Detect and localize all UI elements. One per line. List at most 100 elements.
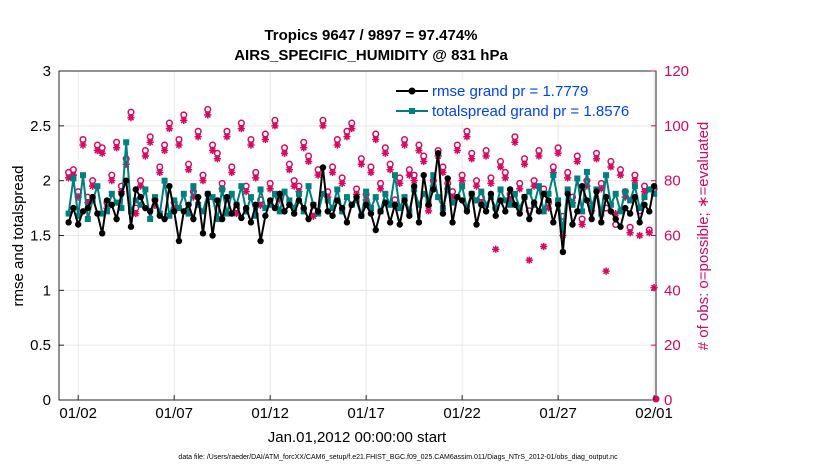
rmse-point (641, 201, 648, 208)
obs-evaluated-point (357, 160, 365, 168)
rmse-point (233, 201, 240, 208)
rmse-point (185, 201, 192, 208)
spread-point (142, 186, 149, 193)
spread-point (449, 199, 456, 206)
obs-evaluated-point (405, 171, 413, 179)
obs-evaluated-point (424, 207, 433, 215)
rmse-point (439, 210, 447, 217)
rmse-point (622, 204, 629, 212)
rmse-point (430, 186, 437, 193)
rmse-point (199, 230, 207, 237)
rmse-point (89, 193, 96, 201)
spread-point (526, 188, 533, 195)
spread-point (339, 208, 346, 215)
obs-evaluated-point (309, 212, 317, 220)
spread-point (607, 201, 614, 208)
obs-evaluated-point (141, 152, 149, 160)
obs-evaluated-point (367, 168, 375, 177)
spread-point (622, 188, 629, 195)
spread-point (579, 208, 586, 215)
spread-point (319, 190, 326, 197)
rmse-point (204, 190, 211, 198)
rmse-point (521, 193, 528, 201)
spread-point (641, 194, 648, 201)
axis-ticks: 0 0.5 1 1.5 2 2.5 3 0 20 40 60 80 100 120 01/02 01/07 01… (30, 63, 689, 422)
y-axis-label-right: # of obs: o=possible; ∗=evaluated (695, 122, 712, 351)
obs-evaluated-point (232, 209, 241, 218)
spread-point (271, 190, 278, 197)
obs-evaluated-point (151, 201, 159, 209)
spread-point (516, 205, 523, 212)
rmse-point (180, 208, 187, 215)
obs-evaluated-point (612, 209, 620, 218)
rmse-point (540, 190, 547, 198)
rmse-point (324, 208, 331, 215)
spread-point (617, 208, 624, 215)
data-file-footnote: data file: /Users/raeder/DAI/ATM_forcXX/… (178, 454, 618, 461)
obs-evaluated-point (621, 193, 629, 201)
spread-point (247, 194, 254, 201)
x-tick-label: 01/07 (155, 405, 193, 422)
rmse-point (598, 219, 605, 226)
spread-point (166, 212, 173, 219)
rmse-point (146, 208, 154, 215)
obs-evaluated-point (98, 149, 106, 157)
obs-evaluated-point (348, 124, 356, 133)
obs-evaluated-point (496, 163, 505, 171)
spread-point (79, 172, 86, 179)
rmse-point (118, 190, 125, 198)
legend-spread-marker (409, 108, 415, 114)
rmse-point (401, 197, 408, 204)
rmse-point (127, 223, 135, 230)
spread-point (559, 227, 566, 234)
rmse-point (511, 201, 519, 208)
rmse-point (559, 248, 567, 256)
spread-point (535, 183, 542, 190)
obs-evaluated-point (645, 229, 653, 237)
rmse-point (228, 210, 235, 217)
spread-point (252, 212, 259, 219)
spread-point (238, 183, 245, 190)
y-tick-label-right: 20 (664, 337, 681, 354)
rmse-point (122, 177, 130, 184)
rmse-point (190, 215, 197, 223)
rmse-point (454, 193, 461, 201)
spread-point (132, 197, 139, 204)
obs-evaluated-point (650, 283, 658, 292)
x-tick-label: 01/27 (539, 405, 577, 422)
obs-evaluated-point (88, 182, 97, 190)
obs-evaluated-point (583, 182, 591, 190)
rmse-point (281, 208, 288, 215)
obs-evaluated-point (626, 229, 634, 237)
rmse-point (574, 208, 581, 215)
spread-point (108, 190, 115, 197)
rmse-point (252, 201, 259, 208)
rmse-point (353, 193, 360, 201)
y-tick-label-right: 80 (664, 173, 681, 190)
obs-evaluated-point (472, 182, 481, 190)
rmse-point (310, 201, 317, 208)
spread-point (262, 205, 269, 212)
obs-evaluated-point (300, 144, 308, 152)
spread-point (185, 210, 192, 217)
spread-point (209, 194, 216, 201)
obs-evaluated-point (530, 182, 538, 190)
legend-spread-label: totalspread grand pr = 1.8576 (432, 103, 629, 120)
obs-evaluated-point (631, 177, 639, 185)
rmse-point (406, 212, 413, 219)
spread-point (151, 194, 158, 201)
spread-point (103, 208, 110, 215)
obs-evaluated-point (573, 157, 581, 166)
obs-evaluated-point (156, 168, 164, 177)
spread-point (651, 190, 658, 197)
obs-evaluated-point (578, 220, 586, 229)
spread-point (199, 208, 206, 215)
rmse-point (151, 197, 159, 204)
obs-evaluated-point (400, 141, 409, 149)
rmse-point (209, 232, 216, 239)
obs-evaluated-point (328, 168, 337, 177)
rmse-point (290, 210, 298, 217)
rmse-point (108, 201, 115, 208)
spread-point (65, 210, 72, 217)
